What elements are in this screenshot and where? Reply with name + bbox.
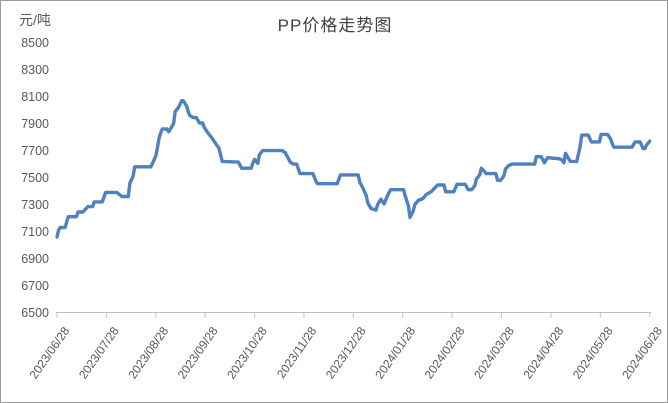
y-axis-tick-label: 7300 xyxy=(21,198,49,212)
x-axis-tick-label: 2023/08/28 xyxy=(125,324,171,381)
y-axis-tick-label: 8500 xyxy=(21,36,49,50)
x-axis-tick-label: 2024/03/28 xyxy=(471,324,517,381)
x-axis-tick-label: 2023/07/28 xyxy=(76,324,122,381)
chart-title: PP价格走势图 xyxy=(277,16,393,35)
y-axis-tick-label: 6700 xyxy=(21,279,49,293)
y-axis-tick-label: 7100 xyxy=(21,225,49,239)
x-axis-tick-label: 2023/11/28 xyxy=(274,324,320,381)
x-axis-tick-label: 2024/01/28 xyxy=(372,324,418,381)
y-axis-tick-label: 7900 xyxy=(21,117,49,131)
x-axis-tick-label: 2023/12/28 xyxy=(323,324,369,381)
x-axis-tick-label: 2023/06/28 xyxy=(27,324,73,381)
x-axis-tick-label: 2023/09/28 xyxy=(175,324,221,381)
x-axis-tick-label: 2024/06/28 xyxy=(619,324,665,381)
x-axis-tick-label: 2024/02/28 xyxy=(422,324,468,381)
x-axis-tick-label: 2024/05/28 xyxy=(570,324,616,381)
y-axis-tick-label: 7700 xyxy=(21,144,49,158)
y-axis-tick-label: 8300 xyxy=(21,63,49,77)
price-line-series xyxy=(55,98,652,239)
y-axis-tick-label: 8100 xyxy=(21,90,49,104)
y-axis-tick-label: 7500 xyxy=(21,171,49,185)
x-axis-tick-label: 2024/04/28 xyxy=(520,324,566,381)
y-axis-tick-label: 6500 xyxy=(21,306,49,320)
x-axis-tick-label: 2023/10/28 xyxy=(224,324,270,381)
y-axis-unit-label: 元/吨 xyxy=(19,12,51,28)
y-axis-tick-label: 6900 xyxy=(21,252,49,266)
